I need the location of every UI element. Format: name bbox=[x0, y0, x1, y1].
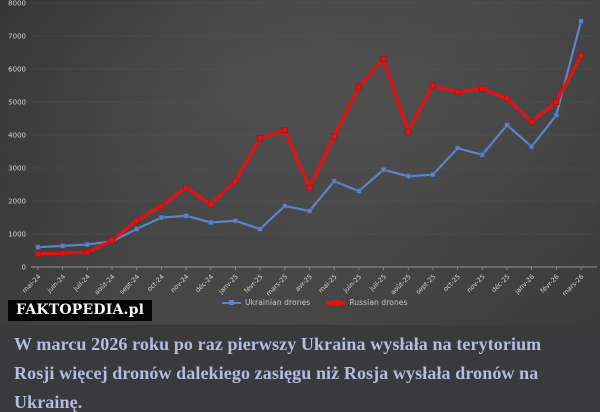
svg-text:déc-25: déc-25 bbox=[490, 273, 511, 294]
svg-text:6000: 6000 bbox=[8, 66, 26, 74]
svg-text:août-25: août-25 bbox=[389, 273, 413, 297]
svg-text:févr-26: févr-26 bbox=[539, 273, 561, 295]
russian-drones-series bbox=[35, 52, 584, 257]
svg-text:oct-25: oct-25 bbox=[442, 273, 462, 293]
y-axis-labels: 0 1000 2000 3000 4000 5000 6000 7000 8000 bbox=[8, 0, 26, 272]
svg-text:1000: 1000 bbox=[8, 231, 26, 239]
svg-text:sept-24: sept-24 bbox=[118, 273, 141, 296]
svg-text:mai-25: mai-25 bbox=[317, 273, 339, 295]
svg-text:janv-26: janv-26 bbox=[513, 273, 536, 296]
svg-text:4000: 4000 bbox=[8, 132, 26, 140]
gridlines bbox=[31, 2, 597, 268]
caption-line: Ukrainę. bbox=[14, 392, 83, 412]
svg-text:juin-25: juin-25 bbox=[341, 273, 363, 295]
svg-text:5000: 5000 bbox=[8, 99, 26, 107]
svg-text:nov-25: nov-25 bbox=[465, 273, 486, 294]
svg-text:nov-24: nov-24 bbox=[169, 273, 190, 294]
svg-text:oct-24: oct-24 bbox=[146, 273, 166, 293]
svg-text:mai-24: mai-24 bbox=[21, 273, 43, 295]
x-axis-labels: mai-24 juin-24 juil-24 août-24 sept-24 oct-24… bbox=[21, 267, 586, 298]
caption-line: Rosji więcej dronów dalekiego zasięgu ni… bbox=[14, 363, 539, 383]
svg-text:8000: 8000 bbox=[8, 0, 26, 8]
svg-text:juil-25: juil-25 bbox=[367, 273, 388, 294]
legend-item-ukrainian-drones: Ukrainian drones bbox=[222, 298, 310, 307]
svg-text:2000: 2000 bbox=[8, 198, 26, 206]
svg-text:mars-26: mars-26 bbox=[561, 273, 586, 298]
svg-text:avr-25: avr-25 bbox=[294, 273, 314, 293]
caption-panel: W marcu 2026 roku po raz pierwszy Ukrain… bbox=[0, 325, 600, 412]
svg-text:juin-24: juin-24 bbox=[45, 273, 67, 295]
legend-item-russian-drones: Russian drones bbox=[326, 298, 407, 307]
svg-text:janv-25: janv-25 bbox=[216, 273, 239, 296]
faktopedia-watermark: FAKTOPEDIA.pl bbox=[8, 300, 153, 321]
svg-text:7000: 7000 bbox=[8, 33, 26, 41]
ukrainian-series-marker-icon bbox=[222, 298, 241, 307]
svg-text:0: 0 bbox=[22, 264, 26, 272]
svg-text:févr-25: févr-25 bbox=[243, 273, 265, 295]
chart-area: 0 1000 2000 3000 4000 5000 6000 7000 8000 mai-24 j… bbox=[0, 0, 600, 325]
svg-text:juil-24: juil-24 bbox=[71, 273, 92, 294]
svg-text:août-24: août-24 bbox=[93, 273, 117, 297]
svg-text:3000: 3000 bbox=[8, 165, 26, 173]
legend-label: Russian drones bbox=[349, 298, 408, 307]
chart-legend: Ukrainian drones Russian drones bbox=[222, 298, 408, 307]
svg-text:déc-24: déc-24 bbox=[194, 273, 215, 294]
ukrainian-drones-series bbox=[35, 18, 584, 250]
caption-line: W marcu 2026 roku po raz pierwszy Ukrain… bbox=[14, 334, 542, 354]
svg-text:sept-25: sept-25 bbox=[414, 273, 437, 296]
legend-label: Ukrainian drones bbox=[245, 298, 311, 307]
russian-series-marker-icon bbox=[326, 298, 346, 307]
svg-text:mars-25: mars-25 bbox=[264, 273, 289, 298]
